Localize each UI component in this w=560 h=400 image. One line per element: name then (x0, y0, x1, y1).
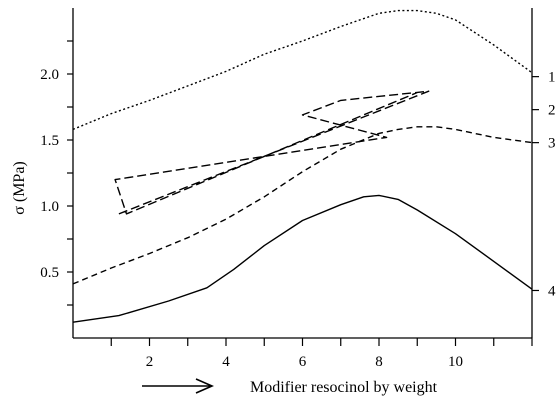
curve-number-2: 2 (548, 103, 556, 119)
y-axis-label: σ (MPa) (11, 161, 28, 215)
x-tick-label: 4 (222, 354, 230, 370)
x-ticks: 2 4 6 8 10 (110, 338, 533, 370)
series-curve-4 (72, 194, 533, 323)
y-tick-label: 1.5 (40, 133, 59, 149)
x-tick-label: 8 (375, 354, 383, 370)
curve-number-labels: 1 2 3 4 (532, 70, 556, 299)
y-tick-label: 2.0 (40, 67, 59, 83)
curve-number-1: 1 (548, 70, 556, 86)
series-curve-3 (72, 126, 533, 285)
y-ticks: 0.5 1.0 1.5 2.0 (40, 40, 73, 306)
series-curve-1 (72, 9, 533, 131)
curve-number-4: 4 (548, 283, 556, 299)
x-tick-label: 6 (299, 354, 307, 370)
y-tick-label: 1.0 (40, 199, 59, 215)
plot-area (72, 8, 533, 339)
y-tick-label: 0.5 (40, 265, 59, 281)
x-axis-label: Modifier resocinol by weight (250, 379, 438, 396)
curve-number-3: 3 (548, 136, 556, 152)
series-group (72, 9, 533, 323)
arrow-icon (142, 378, 214, 394)
x-tick-label: 10 (448, 354, 463, 370)
x-tick-label: 2 (146, 354, 154, 370)
